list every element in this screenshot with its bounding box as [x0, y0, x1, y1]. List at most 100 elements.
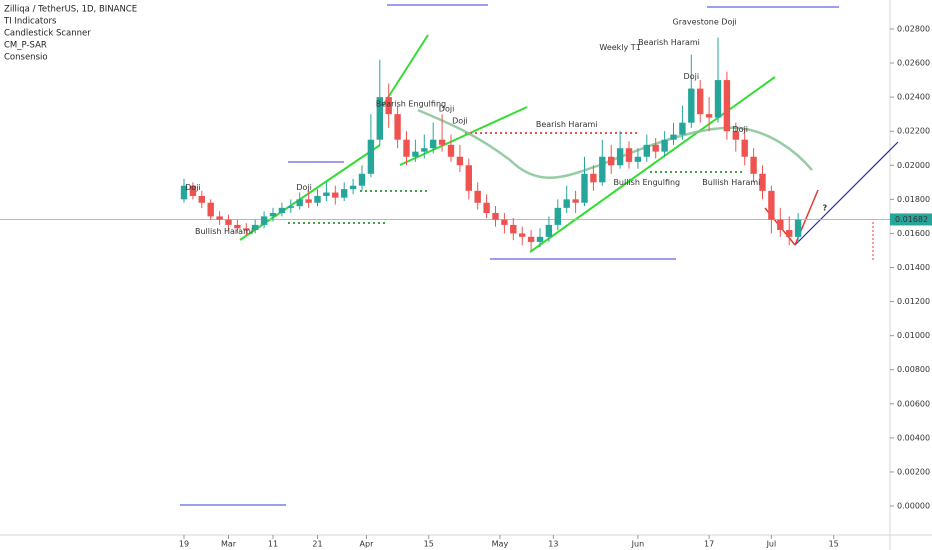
- candle-body: [625, 148, 633, 162]
- candle-body: [367, 139, 375, 174]
- y-tick-label: 0.02600: [897, 59, 930, 68]
- candle-body: [341, 189, 348, 198]
- y-tick-label: 0.01200: [897, 297, 930, 306]
- candle-body: [510, 224, 517, 234]
- candle-body: [287, 206, 294, 208]
- candle-body: [705, 114, 713, 118]
- last-price-label: 0.01682: [895, 215, 928, 224]
- candle-body: [616, 148, 624, 166]
- candle-body: [376, 97, 383, 140]
- annotation: Gravestone Doji: [673, 18, 737, 27]
- candle-body: [430, 139, 437, 149]
- candle-body: [465, 165, 472, 191]
- y-tick-label: 0.01800: [897, 195, 930, 204]
- x-tick-label: 15: [424, 540, 434, 549]
- candle-body: [750, 156, 757, 174]
- candle-body: [563, 199, 570, 208]
- annotation: Doji: [452, 116, 468, 125]
- candle-body: [483, 202, 490, 213]
- projection-line: [794, 141, 899, 246]
- y-tick-label: 0.02400: [897, 93, 930, 102]
- candle-body: [456, 156, 464, 166]
- x-tick-label: 17: [704, 540, 714, 549]
- annotation: Bullish Harami: [195, 227, 253, 236]
- y-tick-label: 0.00600: [897, 399, 930, 408]
- trend-line: [399, 106, 528, 166]
- candle-body: [572, 199, 579, 203]
- candle-body: [332, 192, 339, 198]
- candle-body: [777, 219, 784, 231]
- x-tick-label: 21: [312, 540, 322, 549]
- legend: Zilliqa / TetherUS, 1D, BINANCE TI Indic…: [3, 5, 137, 63]
- candle-body: [786, 230, 793, 237]
- candle-body: [545, 224, 553, 237]
- candle-body: [768, 190, 775, 220]
- y-tick-label: 0.01600: [897, 229, 930, 238]
- candle-body: [358, 173, 366, 186]
- candle-body: [723, 80, 731, 132]
- legend-indicator: Consensio: [4, 53, 48, 63]
- candle-body: [581, 173, 588, 203]
- x-tick-label: May: [492, 540, 509, 549]
- x-tick-label: Jul: [766, 540, 777, 549]
- candle-body: [278, 207, 286, 213]
- candle-body: [296, 199, 303, 207]
- candle-body: [252, 224, 259, 231]
- candle-body: [438, 139, 446, 145]
- y-tick-label: 0.00200: [897, 467, 930, 476]
- x-tick-label: 13: [548, 540, 558, 549]
- candle-body: [234, 224, 241, 229]
- x-tick-label: 19: [179, 540, 189, 549]
- candle-body: [349, 185, 357, 190]
- candle-body: [670, 134, 677, 140]
- legend-indicator: CM_P-SAR: [4, 41, 47, 51]
- candle-body: [474, 190, 481, 203]
- x-tick-label: Jun: [631, 540, 645, 549]
- candle-body: [421, 148, 428, 152]
- candle-body: [385, 97, 392, 115]
- candle-body: [652, 144, 659, 152]
- annotation: Bullish Engulfing: [613, 178, 680, 187]
- candle-body: [714, 80, 722, 118]
- last-price-box: [890, 213, 932, 226]
- candle-body: [492, 212, 499, 220]
- trend-line: [529, 76, 776, 253]
- candle-body: [643, 144, 650, 157]
- annotation: Weekly T1: [599, 43, 640, 52]
- candle-body: [189, 185, 197, 196]
- y-tick-label: 0.00400: [897, 433, 930, 442]
- candle-body: [207, 202, 214, 217]
- candle-body: [501, 219, 508, 225]
- candle-body: [519, 233, 526, 237]
- annotation: Bearish Engulfing: [376, 99, 446, 108]
- candles: [180, 37, 802, 251]
- candle-body: [732, 131, 739, 140]
- candle-body: [180, 185, 188, 200]
- candle-body: [688, 88, 695, 123]
- candle-body: [305, 199, 312, 203]
- y-tick-label: 0.00000: [897, 502, 930, 511]
- candle-body: [590, 173, 597, 183]
- legend-indicator: TI Indicators: [3, 17, 57, 27]
- x-tick-label: 11: [268, 540, 278, 549]
- legend-indicator: Candlestick Scanner: [4, 29, 91, 39]
- candle-body: [269, 212, 277, 217]
- annotation: Bearish Harami: [536, 120, 598, 129]
- candle-body: [394, 114, 401, 140]
- y-tick-label: 0.02000: [897, 161, 930, 170]
- candle-body: [741, 139, 748, 157]
- candle-body: [634, 156, 642, 162]
- candle-body: [536, 236, 544, 242]
- x-tick-label: 15: [829, 540, 839, 549]
- annotation: Bullish Harami: [702, 178, 760, 187]
- annotation: Doji: [733, 125, 749, 134]
- candle-body: [554, 207, 561, 225]
- annotation: Doji: [684, 72, 700, 81]
- legend-title: Zilliqa / TetherUS, 1D, BINANCE: [4, 5, 137, 15]
- candle-body: [216, 216, 223, 220]
- x-tick-label: Apr: [360, 540, 375, 549]
- candle-body: [198, 195, 205, 203]
- candle-body: [599, 156, 606, 183]
- annotation: Doji: [296, 183, 312, 192]
